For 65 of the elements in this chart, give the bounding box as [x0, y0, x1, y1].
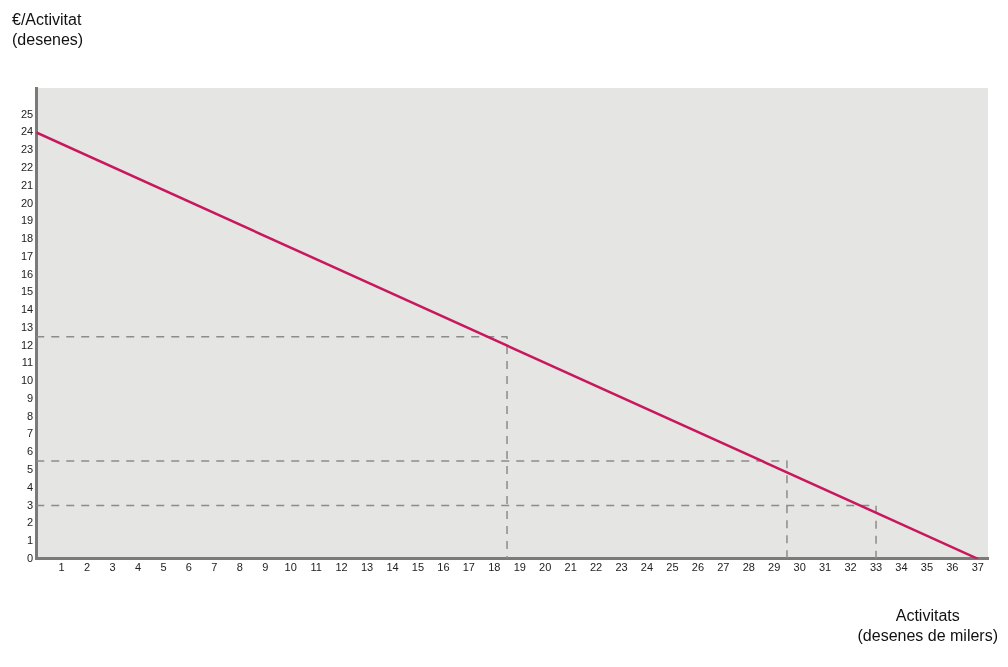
- x-tick-label: 24: [640, 561, 654, 574]
- x-tick-label: 25: [666, 561, 679, 574]
- x-tick-label: 19: [513, 561, 526, 574]
- x-tick-label: 13: [360, 561, 374, 574]
- x-tick-label: 27: [717, 561, 730, 574]
- y-tick-label: 19: [20, 214, 34, 227]
- x-tick-label: 20: [539, 561, 552, 574]
- y-tick-label: 1: [27, 534, 34, 547]
- y-tick-label: 6: [27, 445, 34, 458]
- x-tick-label: 23: [615, 561, 628, 574]
- x-tick-label: 22: [589, 561, 603, 574]
- x-tick-label: 5: [160, 561, 167, 574]
- x-tick-label: 10: [284, 561, 297, 574]
- x-tick-label: 35: [920, 561, 934, 574]
- x-tick-label: 1: [58, 561, 65, 574]
- x-tick-label: 6: [185, 561, 192, 574]
- y-tick-label: 13: [20, 320, 34, 333]
- x-tick-label: 28: [742, 561, 755, 574]
- y-tick-label: 21: [20, 178, 34, 191]
- y-tick-label: 9: [27, 391, 34, 404]
- x-tick-label: 21: [564, 561, 577, 574]
- x-tick-label: 37: [971, 561, 984, 574]
- y-tick-label: 3: [27, 498, 34, 511]
- y-tick-label: 22: [20, 160, 34, 173]
- x-tick-label: 2: [84, 561, 91, 574]
- x-tick-label: 3: [109, 561, 116, 574]
- y-tick-label: 0: [27, 551, 34, 564]
- x-tick-label: 34: [895, 561, 908, 574]
- y-tick-label: 14: [20, 303, 34, 316]
- y-tick-label: 15: [20, 285, 34, 298]
- y-tick-label: 24: [20, 125, 34, 138]
- x-axis-title: Activitats (desenes de milers): [857, 606, 998, 646]
- x-tick-label: 30: [793, 561, 806, 574]
- y-tick-label: 23: [20, 143, 34, 156]
- y-tick-label: 8: [27, 409, 34, 422]
- y-tick-label: 5: [27, 463, 34, 475]
- y-tick-label: 10: [20, 374, 34, 387]
- y-axis-title: €/Activitat (desenes): [12, 10, 84, 50]
- y-tick-label: 18: [20, 232, 34, 245]
- x-tick-label: 16: [437, 561, 450, 574]
- x-tick-label: 14: [386, 561, 399, 574]
- y-tick-label: 7: [27, 427, 34, 440]
- x-tick-label: 7: [211, 561, 218, 574]
- x-tick-label: 4: [134, 561, 142, 574]
- x-tick-label: 12: [335, 561, 348, 574]
- x-tick-label: 8: [236, 561, 243, 574]
- x-tick-label: 11: [310, 561, 322, 574]
- y-tick-label: 25: [20, 107, 34, 120]
- x-tick-label: 36: [946, 561, 959, 574]
- x-tick-label: 17: [462, 561, 475, 574]
- x-tick-label: 15: [411, 561, 425, 574]
- y-tick-label: 17: [20, 249, 34, 262]
- x-tick-label: 18: [488, 561, 501, 574]
- x-tick-label: 33: [869, 561, 883, 574]
- y-tick-label: 11: [21, 356, 34, 369]
- y-tick-label: 12: [20, 338, 34, 351]
- x-tick-label: 32: [844, 561, 857, 574]
- x-tick-label: 31: [819, 561, 832, 574]
- y-tick-label: 2: [27, 516, 34, 529]
- x-tick-label: 29: [768, 561, 781, 574]
- y-tick-label: 20: [20, 196, 34, 209]
- y-tick-label: 16: [20, 267, 34, 280]
- x-tick-label: 26: [691, 561, 705, 574]
- y-tick-label: 4: [27, 480, 34, 493]
- x-tick-label: 9: [262, 561, 269, 574]
